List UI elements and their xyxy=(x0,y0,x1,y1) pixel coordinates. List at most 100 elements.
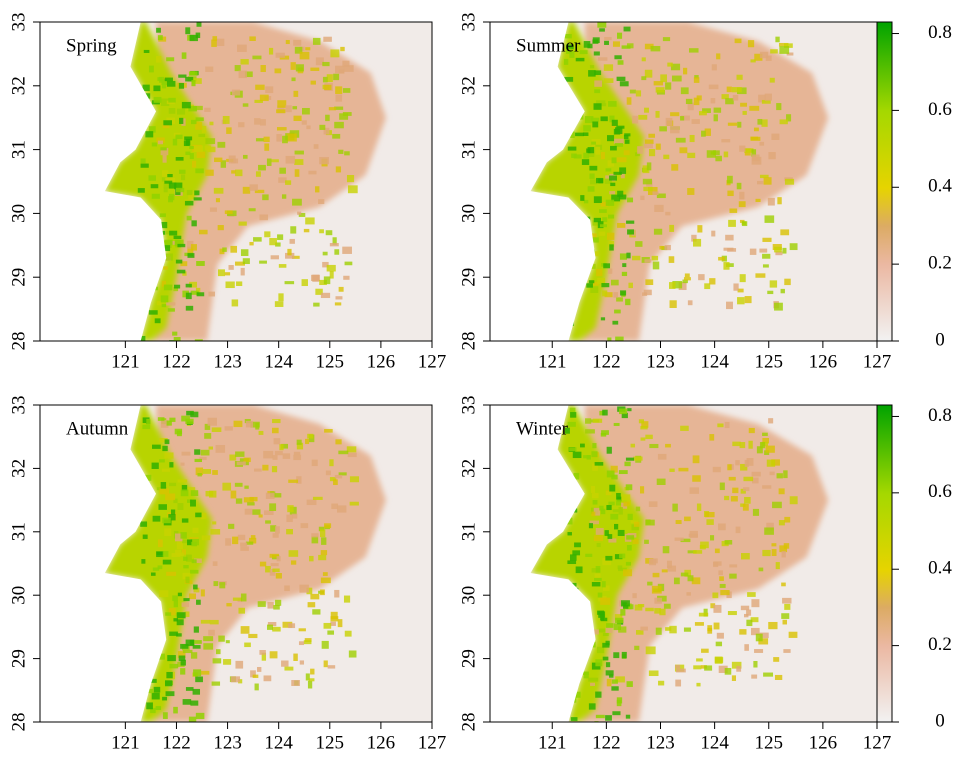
raster-cell xyxy=(163,120,172,126)
raster-cell xyxy=(293,115,302,122)
y-tick-label: 31 xyxy=(8,522,29,541)
raster-cell xyxy=(195,712,205,720)
raster-cell xyxy=(744,459,749,467)
raster-cell xyxy=(585,418,592,424)
raster-cell xyxy=(219,248,225,255)
raster-cell xyxy=(759,51,769,59)
colorbar-tick-label: 0 xyxy=(935,710,945,731)
raster-cell xyxy=(589,173,595,179)
raster-cell xyxy=(669,468,675,472)
raster-cell xyxy=(329,459,334,467)
raster-cell xyxy=(240,626,250,634)
raster-cell xyxy=(652,261,660,270)
raster-cell xyxy=(710,535,715,541)
raster-cell xyxy=(600,116,608,122)
raster-cell xyxy=(655,87,665,93)
raster-cell xyxy=(718,570,723,576)
raster-cell xyxy=(180,643,189,649)
raster-cell xyxy=(274,450,283,456)
raster-cell xyxy=(164,77,173,82)
raster-cell xyxy=(292,198,302,206)
raster-cell xyxy=(248,208,256,212)
raster-cell xyxy=(240,249,249,256)
raster-cell xyxy=(187,539,193,546)
raster-cell xyxy=(608,674,614,678)
raster-cell xyxy=(764,93,772,101)
raster-cell xyxy=(567,421,576,427)
raster-cell xyxy=(759,442,766,449)
raster-cell xyxy=(682,279,688,284)
raster-cell xyxy=(662,546,670,554)
raster-cell xyxy=(590,286,599,293)
raster-cell xyxy=(716,53,721,60)
raster-cell xyxy=(569,554,577,561)
raster-cell xyxy=(663,603,671,609)
raster-cell xyxy=(235,498,243,504)
raster-cell xyxy=(623,501,630,507)
raster-cell xyxy=(209,121,214,126)
raster-cell xyxy=(293,451,301,456)
raster-cell xyxy=(774,246,782,253)
raster-cell xyxy=(183,565,189,569)
raster-cell xyxy=(596,100,606,106)
raster-cell xyxy=(238,221,247,226)
raster-cell xyxy=(338,472,347,476)
raster-cell xyxy=(723,151,729,158)
raster-cell xyxy=(563,58,569,65)
raster-cell xyxy=(291,255,300,259)
raster-cell xyxy=(614,309,621,314)
raster-cell xyxy=(334,302,342,306)
raster-cell xyxy=(711,230,716,237)
raster-cell xyxy=(626,220,635,224)
raster-cell xyxy=(212,36,218,41)
raster-cell xyxy=(269,651,278,659)
raster-cell xyxy=(735,460,740,466)
x-tick-label: 124 xyxy=(264,732,293,753)
raster-cell xyxy=(769,280,778,288)
raster-cell xyxy=(194,449,201,455)
raster-cell xyxy=(325,230,333,236)
raster-cell xyxy=(587,186,595,192)
raster-cell xyxy=(267,621,277,627)
raster-cell xyxy=(294,46,303,54)
raster-cell xyxy=(618,470,628,475)
raster-cell xyxy=(709,278,716,285)
raster-cell xyxy=(194,640,202,644)
raster-cell xyxy=(228,523,235,529)
raster-cell xyxy=(306,587,313,595)
raster-cell xyxy=(591,141,596,145)
raster-cell xyxy=(739,145,746,152)
land xyxy=(490,405,596,722)
raster-cell xyxy=(621,412,628,419)
raster-cell xyxy=(732,487,739,494)
raster-cell xyxy=(201,670,210,675)
raster-cell xyxy=(597,592,603,598)
raster-cell xyxy=(310,67,320,71)
raster-cell xyxy=(296,476,302,484)
raster-cell xyxy=(284,585,290,592)
raster-cell xyxy=(332,133,341,139)
raster-cell xyxy=(779,119,788,125)
raster-cell xyxy=(617,529,625,536)
raster-cell xyxy=(593,196,602,204)
raster-cell xyxy=(181,415,190,422)
raster-cell xyxy=(249,36,256,41)
raster-cell xyxy=(761,99,771,104)
raster-cell xyxy=(712,466,721,473)
raster-cell xyxy=(176,108,186,115)
raster-cell xyxy=(166,57,175,62)
raster-cell xyxy=(240,542,248,547)
raster-cell xyxy=(595,146,601,155)
raster-cell xyxy=(237,534,246,541)
raster-cell xyxy=(140,158,146,164)
raster-cell xyxy=(158,221,168,229)
raster-cell xyxy=(605,175,613,181)
raster-cell xyxy=(272,455,278,460)
raster-cell xyxy=(675,664,681,669)
raster-cell xyxy=(236,461,246,466)
raster-cell xyxy=(675,137,686,143)
panel: Spring 121 122 123 124 125 126 127 28 29 30 31 32 33 xyxy=(8,13,446,373)
raster-cell xyxy=(323,276,331,285)
raster-cell xyxy=(586,283,593,288)
x-tick-label: 124 xyxy=(264,351,293,372)
